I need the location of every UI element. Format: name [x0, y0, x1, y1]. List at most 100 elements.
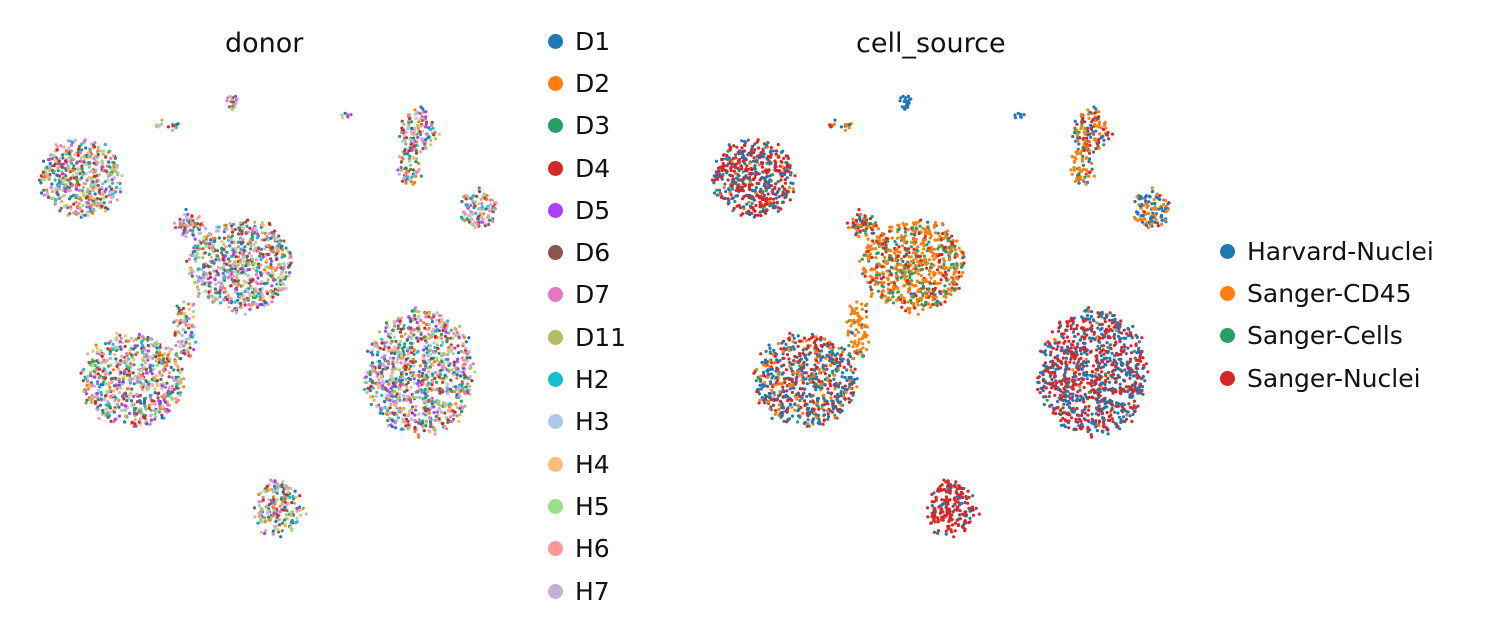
donor-point: [263, 531, 267, 536]
donor-point: [255, 305, 260, 309]
donor-point: [423, 361, 427, 365]
donor-point: [153, 415, 158, 419]
donor-point: [132, 394, 136, 398]
donor-point: [212, 261, 216, 265]
donor-point: [403, 342, 407, 346]
donor-point: [442, 351, 446, 355]
cell-source-point: [734, 194, 738, 198]
donor-point: [213, 278, 217, 282]
donor-point: [458, 374, 462, 378]
donor-point: [418, 118, 422, 122]
donor-point: [187, 302, 191, 306]
donor-point: [253, 515, 257, 519]
cell-source-point: [889, 265, 894, 270]
cell-source-point: [840, 375, 844, 379]
donor-point: [97, 190, 101, 194]
donor-point: [256, 250, 260, 254]
donor-point: [375, 374, 379, 378]
cell-source-point: [889, 273, 894, 277]
cell-source-point: [942, 257, 946, 261]
donor-point: [421, 124, 425, 128]
donor-point: [412, 377, 416, 381]
cell-source-point: [753, 164, 757, 168]
donor-point: [124, 404, 128, 408]
donor-point: [115, 387, 119, 391]
donor-point: [284, 275, 288, 279]
cell-source-point: [719, 195, 724, 199]
donor-point: [86, 210, 90, 214]
donor-point: [378, 361, 383, 366]
donor-point: [421, 129, 425, 133]
panel-title-donor: donor: [225, 28, 304, 59]
donor-point: [182, 351, 186, 355]
donor-point: [369, 384, 373, 388]
donor-point: [292, 497, 296, 501]
donor-point: [424, 396, 428, 400]
donor-point: [457, 419, 461, 423]
donor-point: [229, 284, 233, 288]
cell-source-point: [890, 257, 894, 261]
donor-point: [286, 265, 291, 269]
donor-point: [166, 403, 170, 407]
donor-point: [230, 98, 234, 102]
donor-point: [229, 107, 234, 111]
donor-point: [425, 390, 429, 394]
donor-point: [42, 170, 46, 175]
donor-point: [91, 394, 96, 399]
donor-point: [101, 369, 105, 373]
donor-point: [187, 307, 191, 311]
donor-point: [461, 370, 465, 374]
donor-point: [250, 228, 254, 232]
donor-point: [106, 347, 110, 351]
donor-point: [364, 375, 368, 379]
donor-point: [43, 177, 47, 181]
cell-source-point: [774, 182, 778, 186]
donor-point: [69, 140, 74, 144]
donor-point: [189, 253, 193, 257]
cell-source-umap-points: [710, 94, 1171, 539]
cell-source-point: [949, 275, 954, 280]
donor-point: [275, 498, 279, 502]
donor-point: [427, 416, 432, 420]
donor-point: [239, 242, 243, 246]
donor-point: [118, 187, 122, 191]
donor-point: [146, 335, 150, 340]
cell-source-point: [923, 235, 927, 239]
donor-point: [95, 382, 100, 386]
donor-point: [453, 326, 457, 331]
donor-point: [403, 149, 407, 153]
donor-point: [69, 195, 73, 199]
cell-source-point: [729, 174, 733, 178]
cell-source-point: [759, 151, 763, 155]
donor-point: [493, 208, 497, 212]
donor-point: [75, 204, 80, 208]
cell-source-point: [763, 177, 767, 181]
donor-point: [404, 172, 408, 177]
donor-point: [394, 339, 398, 343]
cell-source-point: [722, 186, 726, 190]
donor-point: [206, 295, 210, 299]
cell-source-point: [948, 252, 952, 256]
donor-point: [412, 370, 416, 374]
donor-point: [380, 371, 384, 375]
donor-point: [459, 349, 463, 353]
donor-point: [110, 187, 114, 191]
donor-point: [118, 190, 123, 194]
donor-point: [282, 495, 286, 499]
donor-point: [260, 221, 264, 225]
cell-source-point: [942, 265, 946, 270]
cell-source-point: [715, 193, 719, 197]
donor-point: [76, 171, 80, 176]
donor-point: [398, 368, 402, 372]
donor-point: [424, 315, 428, 319]
donor-point: [49, 186, 53, 190]
donor-point: [446, 420, 450, 425]
donor-point: [433, 345, 437, 350]
donor-point: [99, 383, 103, 387]
donor-point: [407, 149, 411, 153]
donor-point: [197, 255, 201, 259]
cell-source-point: [755, 154, 759, 159]
donor-point: [281, 275, 285, 279]
cell-source-point: [755, 193, 760, 198]
cell-source-point: [925, 243, 929, 247]
